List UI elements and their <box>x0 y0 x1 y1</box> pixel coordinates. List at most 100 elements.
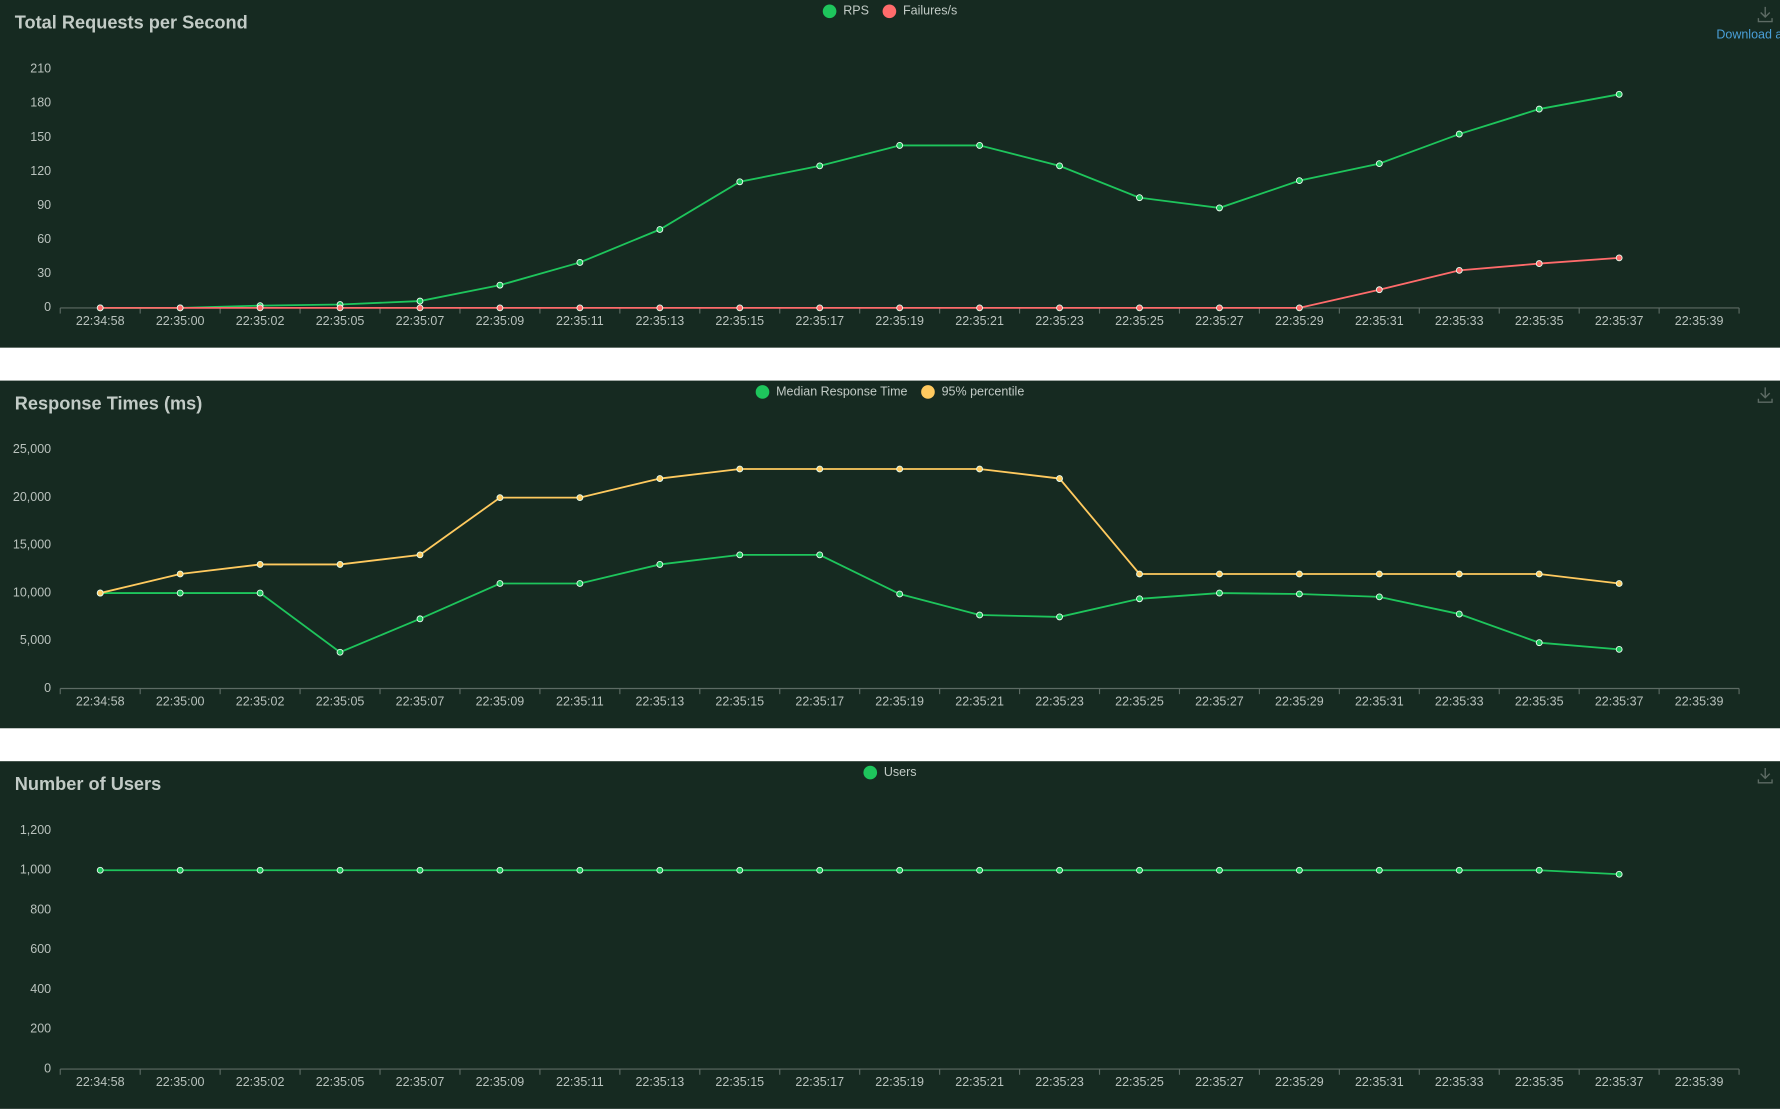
data-point <box>1056 304 1063 312</box>
panel-background <box>0 761 1780 1109</box>
data-point <box>576 259 584 266</box>
data-point <box>656 561 664 568</box>
chart-title: Response Times (ms) <box>15 393 203 413</box>
data-point <box>816 162 824 170</box>
data-point <box>896 465 904 473</box>
data-point <box>1455 610 1463 618</box>
legend-swatch <box>921 385 935 399</box>
data-point <box>1455 866 1463 874</box>
x-tick-label: 22:35:35 <box>1515 694 1564 708</box>
x-tick-label: 22:35:31 <box>1355 314 1404 328</box>
x-tick-label: 22:35:11 <box>556 1075 604 1089</box>
y-tick-label: 90 <box>37 198 51 212</box>
data-point <box>336 304 344 312</box>
y-tick-label: 30 <box>37 266 51 280</box>
x-tick-label: 22:35:23 <box>1035 1075 1084 1089</box>
x-tick-label: 22:35:29 <box>1275 1075 1324 1089</box>
x-tick-label: 22:35:39 <box>1675 314 1724 328</box>
x-tick-label: 22:35:39 <box>1675 1075 1724 1089</box>
icon-shape <box>1757 6 1773 23</box>
x-tick-label: 22:35:33 <box>1435 314 1484 328</box>
data-point <box>96 304 104 312</box>
icon-shape <box>1757 387 1773 403</box>
x-tick-label: 22:35:27 <box>1195 1075 1244 1089</box>
x-tick-label: 22:35:17 <box>795 1075 844 1089</box>
x-tick-label: 22:35:19 <box>875 1075 924 1089</box>
download-icon[interactable] <box>1757 768 1773 784</box>
data-point <box>1535 260 1543 267</box>
x-tick-label: 22:35:07 <box>396 694 445 708</box>
x-tick-label: 22:35:25 <box>1115 694 1164 708</box>
data-point <box>1136 595 1143 603</box>
legend-label: Failures/s <box>903 4 957 18</box>
legend-swatch <box>863 765 878 780</box>
legend: Median Response Time 95% percentile <box>755 384 1025 399</box>
data-point <box>416 866 424 874</box>
x-tick-label: 22:35:31 <box>1355 694 1404 708</box>
series-line <box>100 553 1620 654</box>
legend: Users <box>863 765 917 780</box>
data-point <box>176 866 184 874</box>
icon-shape <box>1757 768 1773 784</box>
data-point <box>1136 866 1143 874</box>
data-point <box>816 465 824 473</box>
data-point <box>1056 475 1063 482</box>
series-line <box>100 869 1620 876</box>
x-tick-label: 22:35:15 <box>715 314 764 328</box>
x-tick-label: 22:35:00 <box>156 1075 205 1089</box>
data-point <box>1375 593 1383 601</box>
y-tick-label: 800 <box>30 902 51 916</box>
x-tick-label: 22:35:17 <box>795 694 844 708</box>
x-tick-label: 22:35:11 <box>556 694 604 708</box>
data-point <box>496 494 504 502</box>
x-tick-label: 22:35:13 <box>635 694 684 708</box>
x-tick-label: 22:35:37 <box>1595 314 1644 328</box>
data-point <box>336 561 344 568</box>
x-tick-label: 22:34:58 <box>76 314 125 328</box>
data-point <box>1216 304 1223 312</box>
x-tick-label: 22:35:05 <box>316 314 365 328</box>
y-tick-label: 120 <box>30 164 51 178</box>
data-point <box>656 226 664 233</box>
data-point <box>1295 570 1303 578</box>
x-tick-label: 22:35:07 <box>396 314 445 328</box>
data-point <box>256 561 264 568</box>
data-point <box>256 304 264 312</box>
download-icon[interactable] <box>1757 387 1773 403</box>
y-tick-label: 1,000 <box>20 863 51 877</box>
data-point <box>576 580 584 587</box>
data-point <box>1136 570 1143 578</box>
x-tick-label: 22:35:19 <box>875 694 924 708</box>
x-tick-label: 22:35:13 <box>635 1075 684 1089</box>
chart-title: Total Requests per Second <box>15 13 248 33</box>
data-point <box>1535 639 1543 647</box>
data-point <box>976 866 984 874</box>
data-point <box>896 590 904 598</box>
x-tick-label: 22:35:15 <box>715 1075 764 1089</box>
data-point <box>1615 645 1623 653</box>
x-tick-label: 22:35:13 <box>635 314 684 328</box>
data-point <box>256 589 264 597</box>
data-point <box>976 304 984 312</box>
data-point <box>496 866 504 874</box>
legend-label: 95% percentile <box>942 384 1025 398</box>
legend: RPS Failures/s <box>822 4 957 19</box>
y-tick-label: 150 <box>30 130 51 144</box>
data-point <box>736 304 744 312</box>
x-tick-label: 22:35:23 <box>1035 694 1084 708</box>
data-point <box>1375 570 1383 578</box>
data-point <box>576 866 584 874</box>
data-point <box>96 866 104 874</box>
data-point <box>816 866 824 874</box>
data-point <box>1375 160 1383 168</box>
chart-title: Number of Users <box>15 774 161 794</box>
data-point <box>1216 204 1223 212</box>
download-link[interactable]: Download a <box>1716 28 1780 42</box>
data-point <box>416 304 424 312</box>
series-line <box>100 468 1620 594</box>
data-point <box>496 580 504 587</box>
data-point <box>1615 90 1623 98</box>
x-tick-label: 22:35:31 <box>1355 1075 1404 1089</box>
download-icon[interactable] <box>1757 6 1773 23</box>
y-tick-label: 5,000 <box>20 633 51 647</box>
